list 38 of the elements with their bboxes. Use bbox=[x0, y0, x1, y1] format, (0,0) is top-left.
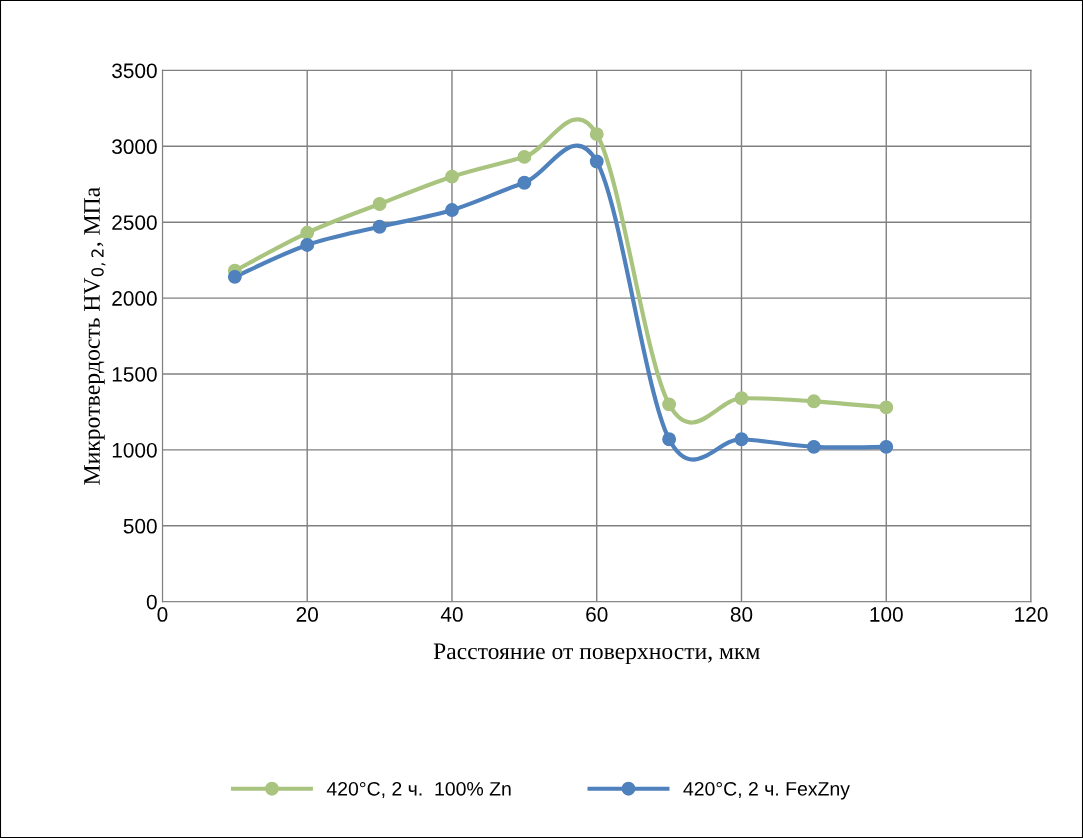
point bbox=[517, 175, 532, 190]
point bbox=[445, 169, 459, 184]
legend-label: 420°C, 2 ч. 100% Zn bbox=[326, 781, 511, 798]
point bbox=[300, 238, 315, 252]
point bbox=[806, 439, 821, 454]
y-tick-label: 1500 bbox=[112, 366, 157, 382]
point bbox=[734, 391, 749, 406]
point bbox=[445, 203, 459, 217]
y-tick-label: 3500 bbox=[112, 63, 157, 79]
x-tick-label: 0 bbox=[157, 607, 168, 622]
y-tick-label: 500 bbox=[123, 518, 157, 534]
legend-label: 420°C, 2 ч. FexZny bbox=[683, 781, 850, 800]
x-tick-label: 20 bbox=[296, 607, 318, 622]
point bbox=[372, 197, 387, 211]
y-tick-label: 2000 bbox=[112, 291, 157, 306]
point bbox=[662, 397, 677, 412]
point bbox=[227, 269, 242, 284]
y-tick-label: 3000 bbox=[112, 139, 157, 155]
point bbox=[517, 149, 532, 164]
y-tick-label: 1000 bbox=[112, 442, 157, 458]
x-tick-label: 80 bbox=[730, 607, 753, 622]
x-tick-label: 120 bbox=[1015, 607, 1048, 622]
point bbox=[879, 439, 894, 454]
y-tick-label: 2500 bbox=[112, 215, 157, 230]
point bbox=[589, 127, 604, 142]
x-tick-label: 40 bbox=[440, 607, 463, 622]
point bbox=[372, 219, 387, 234]
point bbox=[806, 394, 821, 409]
y-axis-title: Микротвердость HV$_{0,2}$, МПа bbox=[84, 187, 106, 485]
point bbox=[734, 432, 749, 447]
point bbox=[589, 154, 604, 169]
x-tick-label: 60 bbox=[586, 607, 608, 622]
point bbox=[879, 400, 894, 415]
x-tick-label: 100 bbox=[870, 607, 903, 622]
x-axis-title: Расстояние от поверхности, мкм bbox=[433, 643, 760, 665]
point bbox=[300, 225, 315, 240]
y-tick-label: 0 bbox=[146, 594, 157, 610]
point bbox=[662, 432, 677, 447]
